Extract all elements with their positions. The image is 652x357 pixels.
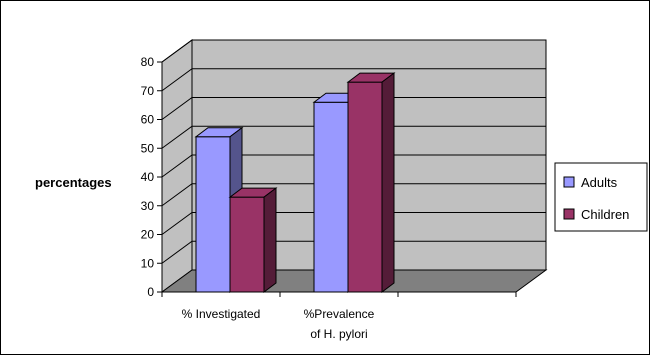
category-labels: % Investigated %Prevalence of H. pylori [182, 307, 375, 341]
y-tick-label-8: 80 [141, 55, 155, 69]
category-label-1-0: %Prevalence [304, 307, 375, 321]
bar-children-0 [228, 187, 278, 293]
y-tick-label-5: 50 [141, 141, 155, 155]
gridline-4 [161, 154, 546, 178]
legend-swatch-adults [563, 176, 575, 188]
gridline-6 [161, 97, 546, 120]
bar-side [381, 72, 395, 293]
bars [194, 72, 396, 293]
legend-swatch-children [563, 208, 575, 220]
gridline-3 [161, 183, 546, 207]
bar-children-1 [346, 72, 396, 293]
y-tick-label-4: 40 [141, 170, 155, 184]
gridline-2 [161, 212, 546, 235]
y-tick-label-0: 0 [147, 285, 154, 299]
bar-front [347, 81, 383, 293]
gridlines [161, 39, 546, 264]
category-label-0-0: % Investigated [182, 307, 261, 321]
bar-front [313, 101, 349, 293]
gridline-8 [161, 39, 546, 63]
y-tick-label-2: 20 [141, 228, 155, 242]
bar-side [263, 187, 277, 293]
y-axis: 0 10 20 30 40 50 60 70 80 [141, 55, 517, 299]
bar-front [195, 136, 231, 293]
legend-box [554, 162, 648, 232]
y-tick-label-6: 60 [141, 113, 155, 127]
y-tick-label-7: 70 [141, 84, 155, 98]
gridline-1 [161, 240, 546, 264]
gridline-5 [161, 125, 546, 149]
legend-label-adults: Adults [581, 175, 618, 190]
bar-front [229, 196, 265, 293]
y-tick-label-3: 30 [141, 199, 155, 213]
y-tick-label-1: 10 [141, 256, 155, 270]
gridline-7 [161, 68, 546, 92]
category-label-1-1: of H. pylori [310, 327, 367, 341]
legend-label-children: Children [581, 207, 629, 222]
legend: Adults Children [554, 162, 648, 232]
y-axis-label: percentages [35, 175, 112, 190]
